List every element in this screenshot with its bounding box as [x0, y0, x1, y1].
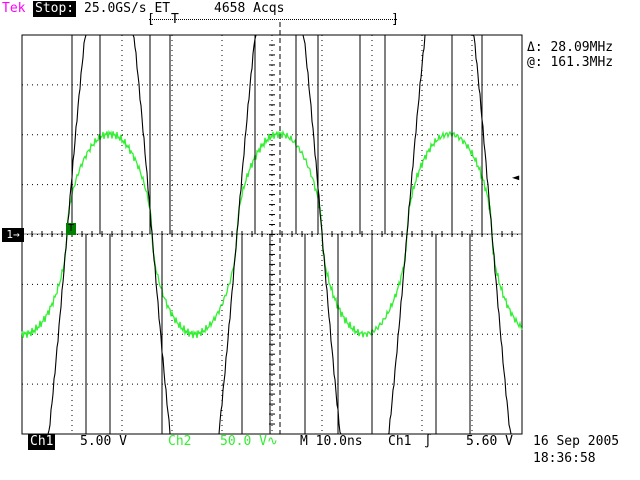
trigger-level-readout: 5.60 V — [466, 434, 513, 449]
trigger-point-marker: T — [66, 223, 76, 235]
trigger-slope-icon: ∫ — [424, 434, 432, 449]
ch1-spikes — [71, 35, 483, 434]
cursor-delta-readout: Δ: 28.09MHz — [527, 40, 614, 55]
ch2-waveform — [21, 129, 523, 339]
trigger-level-marker[interactable]: ◄ — [512, 170, 520, 184]
ch1-waveform — [22, 34, 522, 435]
record-left-bracket: [ — [147, 12, 155, 27]
status-bar: Tek Stop: 25.0GS/s ET 4658 Acqs — [0, 0, 640, 22]
ch1-ground-marker[interactable]: 1→ — [2, 228, 24, 242]
ch2-label[interactable]: Ch2 — [168, 434, 192, 449]
trigger-position-mark: T — [171, 12, 179, 27]
acquisition-count: 4658 Acqs — [214, 1, 285, 16]
ch2-scale: 50.0 V∿ — [220, 434, 278, 449]
run-state-badge[interactable]: Stop: — [33, 1, 77, 17]
sample-rate-readout: 25.0GS/s ET — [84, 1, 171, 16]
record-length-rule — [149, 19, 397, 20]
graticule — [21, 22, 523, 435]
settings-readout-bar: Ch1 5.00 V Ch2 50.0 V∿ M 10.0ns Ch1 ∫ 5.… — [0, 430, 640, 480]
brand-label: Tek — [2, 1, 26, 16]
ch1-label[interactable]: Ch1 — [28, 434, 56, 450]
cursor-position-readout: @: 161.3MHz — [527, 55, 614, 70]
ch1-scale: 5.00 V — [80, 434, 127, 449]
trigger-source: Ch1 — [388, 434, 412, 449]
date-readout: 16 Sep 2005 — [533, 434, 620, 449]
trigger-position-bar[interactable]: [ T ] — [147, 12, 399, 28]
timebase-readout: M 10.0ns — [300, 434, 363, 449]
time-readout: 18:36:58 — [533, 451, 596, 466]
record-right-bracket: ] — [391, 12, 399, 27]
